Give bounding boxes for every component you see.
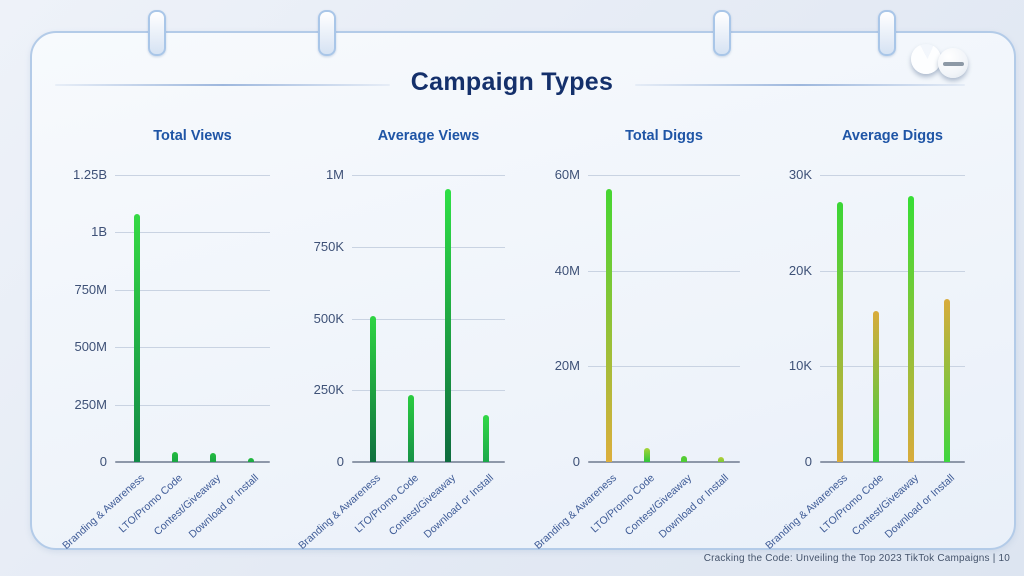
x-axis-line [115, 461, 270, 463]
binder-ring [713, 10, 731, 56]
gridline [115, 232, 270, 234]
y-tick-label: 750K [313, 238, 344, 254]
chart-title: Total Diggs [625, 128, 703, 144]
footer-caption: Cracking the Code: Unveiling the Top 202… [703, 553, 1010, 564]
chart-title: Average Diggs [842, 128, 943, 144]
x-axis-line [588, 461, 740, 463]
gridline [115, 404, 270, 406]
bar-lto-promo-code [643, 448, 650, 462]
chart-panel-average-views: Average Views 0 250K 500K 750K 1M Branding & A… [290, 128, 515, 552]
y-tick-label: 250K [313, 382, 344, 398]
gridline [115, 347, 270, 349]
binder-ring [878, 10, 896, 56]
page-title: Campaign Types [410, 68, 614, 96]
bar-contest-giveaway [680, 455, 687, 462]
plot-area: 0 250M 500M 750M 1B 1.25B Branding & Awareness… [60, 167, 270, 552]
y-tick-label: 60M [554, 167, 580, 182]
bar-branding-awareness [606, 189, 613, 462]
gridline [352, 246, 505, 248]
bar-lto-promo-code [407, 394, 414, 462]
gridline [352, 318, 505, 320]
binder-ring [148, 10, 166, 56]
logo [911, 44, 968, 78]
bar-branding-awareness [133, 214, 140, 462]
gridline [588, 366, 740, 368]
bar-download-or-install [943, 299, 950, 462]
logo-pacman-icon [911, 44, 941, 74]
chart-panel-total-diggs: Total Diggs 0 20M 40M 60M Branding & Awarenes… [526, 128, 750, 552]
bar-contest-giveaway [445, 189, 452, 462]
gridline [588, 270, 740, 272]
bar-download-or-install [482, 414, 489, 462]
y-tick-label: 40M [554, 262, 580, 278]
y-tick-label: 30K [788, 167, 812, 182]
bar-download-or-install [247, 457, 254, 462]
bar-lto-promo-code [171, 451, 178, 462]
y-tick-label: 0 [804, 454, 812, 469]
gridline [115, 175, 270, 176]
gridline [588, 175, 740, 176]
y-tick-label: 1B [91, 224, 107, 240]
bar-branding-awareness [370, 315, 377, 462]
plot-area: 0 10K 20K 30K Branding & Awareness LTO/Promo … [764, 167, 965, 552]
y-tick-label: 0 [336, 454, 344, 469]
bar-lto-promo-code [872, 310, 879, 462]
y-tick-label: 250M [74, 396, 107, 412]
x-axis-line [352, 461, 505, 463]
logo-dash-icon [938, 48, 968, 78]
gridline [115, 289, 270, 291]
bar-contest-giveaway [209, 453, 216, 462]
y-tick-label: 1M [325, 167, 344, 182]
gridline [352, 390, 505, 392]
x-axis-line [820, 461, 965, 463]
gridline [820, 175, 965, 176]
bar-contest-giveaway [908, 196, 915, 462]
binder-ring [318, 10, 336, 56]
chart-title: Average Views [377, 128, 480, 144]
y-tick-label: 500M [74, 339, 107, 355]
gridline [352, 175, 505, 176]
y-tick-label: 20M [554, 358, 580, 374]
y-tick-label: 20K [788, 262, 812, 278]
chart-title: Total Views [153, 128, 232, 144]
chart-panel-average-diggs: Average Diggs 0 10K 20K 30K Branding & Awaren… [758, 128, 975, 552]
y-tick-label: 10K [788, 358, 812, 374]
y-tick-label: 500K [313, 310, 344, 326]
y-tick-label: 0 [99, 454, 107, 469]
chart-panel-total-views: Total Views 0 250M 500M 750M 1B 1.25B Branding … [53, 128, 280, 552]
plot-area: 0 250K 500K 750K 1M Branding & Awareness LTO/P… [297, 167, 505, 552]
gridline [820, 366, 965, 368]
title-divider-right [635, 84, 965, 86]
plot-area: 0 20M 40M 60M Branding & Awareness LTO/Promo … [532, 167, 740, 552]
gridline [820, 270, 965, 272]
y-tick-label: 750M [74, 281, 107, 297]
bar-download-or-install [718, 456, 724, 462]
y-tick-label: 0 [572, 454, 580, 469]
title-divider-left [55, 84, 390, 86]
y-tick-label: 1.25B [73, 167, 107, 182]
bar-branding-awareness [837, 201, 844, 462]
